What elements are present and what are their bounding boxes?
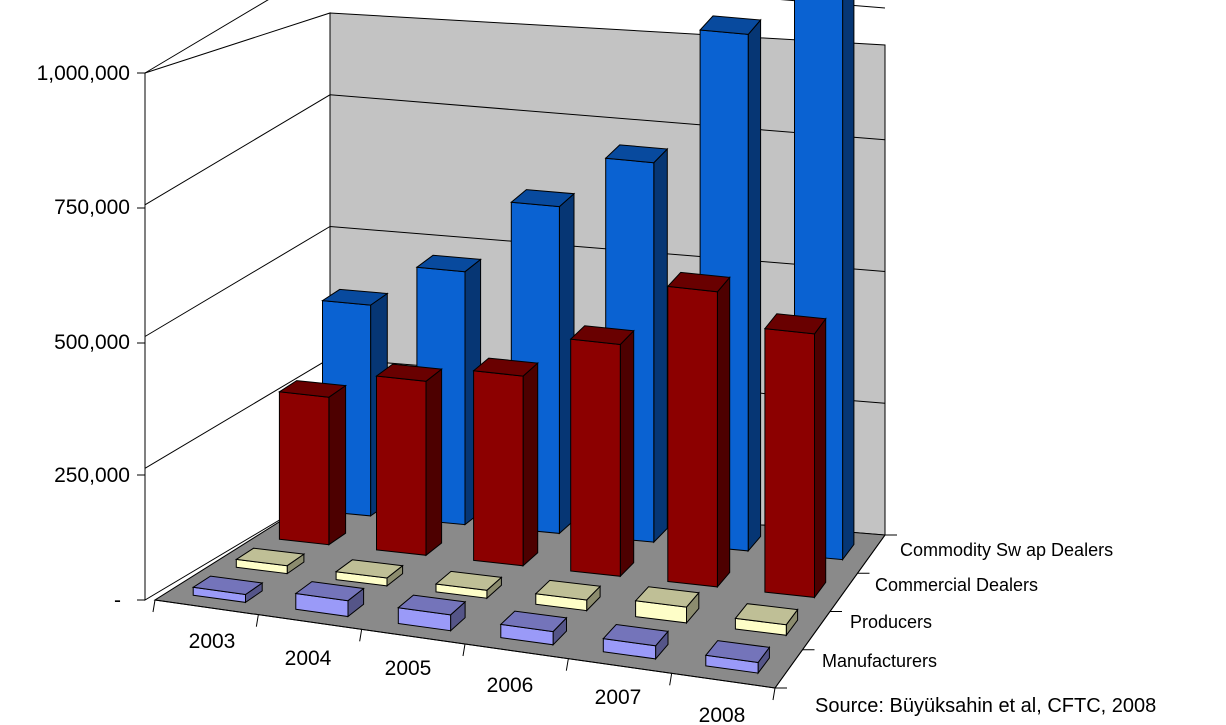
x-tick-label: 2007 [595, 686, 642, 709]
series-label: Producers [850, 612, 932, 632]
series-label: Manufacturers [822, 651, 937, 671]
x-tick-label: 2005 [385, 657, 432, 680]
bar-commercial-dealers-2004 [375, 363, 443, 557]
bar-producers-2007 [634, 586, 700, 625]
bar-manufacturers-2003 [191, 575, 264, 604]
bar-manufacturers-2004 [294, 581, 365, 618]
bar-producers-2006 [534, 579, 602, 612]
y-tick-label: 1,000,000 [37, 62, 130, 85]
bar-commercial-dealers-2003 [277, 380, 347, 546]
y-tick-label: 500,000 [54, 331, 130, 354]
bar-manufacturers-2008 [704, 640, 771, 675]
bar-commercial-dealers-2005 [472, 357, 539, 567]
x-tick-label: 2004 [285, 647, 332, 670]
x-tick [772, 687, 776, 701]
bar-manufacturers-2006 [499, 610, 568, 647]
gridline [144, 0, 886, 74]
x-axis-ticks: 2003 2004 2005 2006 2007 2008 [189, 630, 746, 725]
source-note: Source: Büyüksahin et al, CFTC, 2008 [815, 695, 1156, 717]
x-tick-label: 2008 [699, 704, 746, 725]
bar-producers-2003 [234, 547, 306, 575]
bar-manufacturers-2005 [397, 594, 467, 632]
x-tick [565, 658, 569, 671]
bar-producers-2004 [334, 559, 404, 587]
y-tick-label: 250,000 [54, 464, 130, 487]
series-label: Commercial Dealers [875, 575, 1038, 595]
bar-commercial-dealers-2007 [666, 271, 731, 589]
bar-manufacturers-2007 [602, 623, 669, 661]
y-axis-ticks: 1,000,000 750,000 500,000 250,000 - [37, 62, 130, 612]
bar-producers-2005 [434, 570, 503, 600]
x-tick [462, 643, 466, 657]
axes [137, 72, 897, 701]
series-label: Commodity Sw ap Dealers [900, 540, 1113, 560]
bar-producers-2008 [734, 603, 799, 637]
bar-commercial-dealers-2008 [763, 313, 827, 599]
y-tick-label: - [114, 589, 121, 612]
bars [191, 0, 855, 675]
x-tick [255, 614, 259, 627]
x-tick-label: 2006 [487, 674, 534, 697]
x-tick [152, 599, 156, 613]
y-tick-label: 750,000 [54, 196, 130, 219]
series-axis-labels: Manufacturers Producers Commercial Deale… [822, 540, 1113, 671]
x-tick-label: 2003 [189, 630, 236, 653]
x-tick [359, 629, 363, 642]
x-tick [669, 673, 673, 686]
bar-commercial-dealers-2006 [569, 325, 635, 578]
